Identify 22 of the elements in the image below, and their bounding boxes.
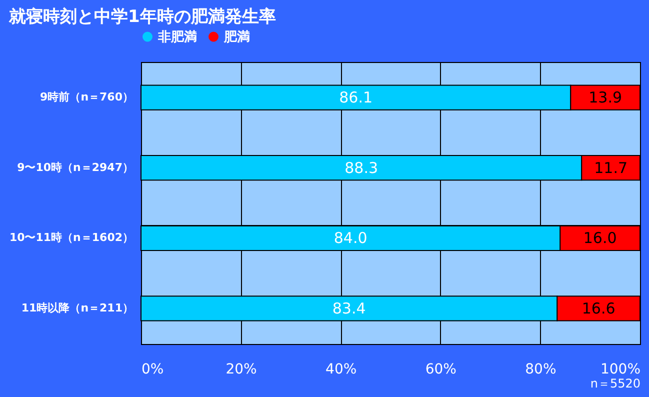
text: 88.3 (344, 158, 378, 177)
x-tick-label: 80% (525, 362, 556, 378)
text: 84.0 (334, 229, 368, 248)
y-tick-label: 11時以降（n＝211） (21, 301, 134, 314)
x-tick-label: 100% (600, 362, 640, 378)
text: 11.7 (594, 158, 628, 177)
y-tick-label: 9〜10時（n＝2947） (17, 160, 134, 174)
x-tick-label: 0% (142, 362, 164, 378)
x-tick-label: 60% (425, 362, 456, 378)
text: 16.0 (583, 229, 617, 248)
text: 16.6 (582, 299, 616, 318)
legend-label: 非肥満 (157, 30, 197, 45)
legend-label: 肥満 (223, 30, 250, 45)
y-tick-label: 9時前（n＝760） (40, 90, 134, 104)
x-tick-label: 20% (226, 362, 257, 378)
text: 83.4 (332, 299, 366, 318)
y-tick-label: 10〜11時（n＝1602） (9, 231, 134, 244)
x-tick-label: 40% (326, 362, 357, 378)
text: n＝5520 (590, 376, 640, 390)
text: 13.9 (588, 88, 622, 107)
chart-title: 就寝時刻と中学1年時の肥満発生率 (8, 7, 276, 27)
text: 86.1 (339, 88, 373, 107)
